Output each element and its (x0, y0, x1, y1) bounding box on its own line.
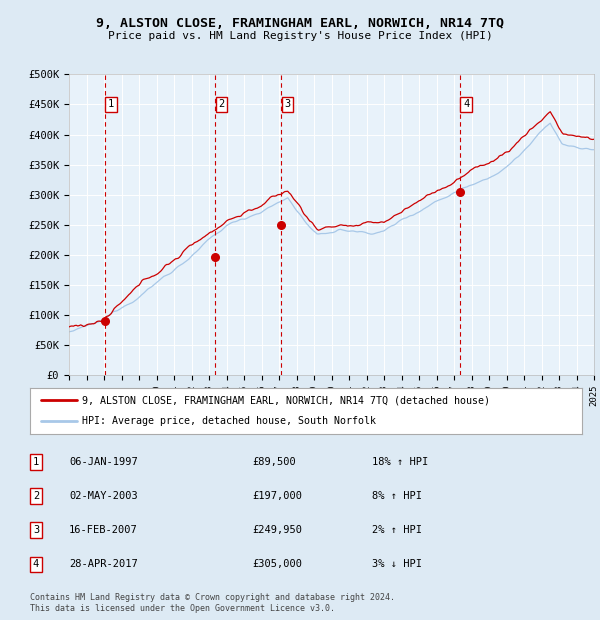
Text: 1: 1 (33, 457, 39, 467)
Text: 28-APR-2017: 28-APR-2017 (69, 559, 138, 569)
Text: 4: 4 (33, 559, 39, 569)
Text: HPI: Average price, detached house, South Norfolk: HPI: Average price, detached house, Sout… (82, 417, 376, 427)
Text: 3: 3 (33, 525, 39, 535)
Text: £305,000: £305,000 (252, 559, 302, 569)
Text: 3% ↓ HPI: 3% ↓ HPI (372, 559, 422, 569)
Text: 18% ↑ HPI: 18% ↑ HPI (372, 457, 428, 467)
Text: 4: 4 (463, 99, 469, 110)
Text: 1: 1 (108, 99, 114, 110)
Text: 9, ALSTON CLOSE, FRAMINGHAM EARL, NORWICH, NR14 7TQ (detached house): 9, ALSTON CLOSE, FRAMINGHAM EARL, NORWIC… (82, 395, 490, 405)
Text: 8% ↑ HPI: 8% ↑ HPI (372, 491, 422, 501)
Text: £249,950: £249,950 (252, 525, 302, 535)
Text: 2: 2 (33, 491, 39, 501)
Text: 9, ALSTON CLOSE, FRAMINGHAM EARL, NORWICH, NR14 7TQ: 9, ALSTON CLOSE, FRAMINGHAM EARL, NORWIC… (96, 17, 504, 30)
Text: 3: 3 (284, 99, 291, 110)
Text: Price paid vs. HM Land Registry's House Price Index (HPI): Price paid vs. HM Land Registry's House … (107, 31, 493, 41)
Text: Contains HM Land Registry data © Crown copyright and database right 2024.
This d: Contains HM Land Registry data © Crown c… (30, 593, 395, 613)
Text: 16-FEB-2007: 16-FEB-2007 (69, 525, 138, 535)
Text: 2% ↑ HPI: 2% ↑ HPI (372, 525, 422, 535)
Text: 06-JAN-1997: 06-JAN-1997 (69, 457, 138, 467)
Text: £89,500: £89,500 (252, 457, 296, 467)
Text: £197,000: £197,000 (252, 491, 302, 501)
Text: 02-MAY-2003: 02-MAY-2003 (69, 491, 138, 501)
Text: 2: 2 (218, 99, 225, 110)
